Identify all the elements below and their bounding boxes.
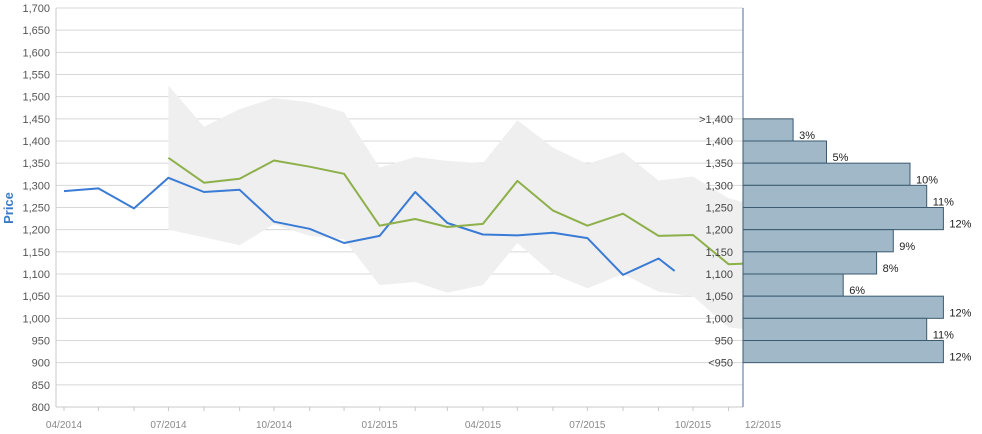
x-tick-label: 12/2015	[745, 420, 782, 431]
distribution-bin-label: 1,200	[705, 225, 733, 237]
distribution-bin-label: >1,400	[699, 114, 733, 126]
distribution-percent-label: 12%	[949, 307, 971, 319]
x-axis-ticks: 04/2014 07/2014 10/2014 01/2015 04/2015 07/20…	[46, 407, 782, 431]
x-tick-label: 07/2015	[569, 420, 606, 431]
distribution-bin-label: 1,300	[705, 180, 733, 192]
distribution-bin-label: 1,050	[705, 291, 733, 303]
distribution-bin-label: 1,150	[705, 247, 733, 259]
y-tick-label: 1,150	[22, 247, 50, 259]
distribution-bar	[742, 140, 827, 164]
distribution-percent-label: 11%	[933, 197, 954, 209]
distribution-bar	[742, 340, 944, 364]
x-tick-label: 10/2015	[675, 420, 712, 431]
y-tick-label: 850	[32, 380, 50, 392]
y-tick-label: 800	[32, 402, 50, 414]
distribution-bar	[742, 251, 878, 275]
y-tick-label: 1,550	[22, 70, 50, 82]
y-tick-label: 1,050	[22, 291, 50, 303]
y-tick-label: 900	[32, 358, 50, 370]
y-tick-label: 1,400	[22, 136, 50, 148]
distribution-bin-label: <950	[708, 358, 733, 370]
x-tick-label: 07/2014	[150, 420, 187, 431]
distribution-percent-label: 6%	[849, 285, 865, 297]
distribution-percent-label: 12%	[949, 352, 971, 364]
distribution-bar	[742, 295, 944, 319]
series-lines	[63, 156, 780, 276]
distribution-percent-label: 10%	[916, 174, 938, 186]
distribution-percent-label: 12%	[949, 219, 971, 231]
y-tick-label: 950	[32, 336, 50, 348]
forecast-range-band	[168, 85, 763, 332]
x-tick-label: 04/2014	[46, 420, 83, 431]
x-tick-label: 04/2015	[465, 420, 502, 431]
distribution-bar	[742, 273, 844, 297]
x-tick-label: 01/2015	[362, 420, 399, 431]
y-tick-label: 1,700	[22, 3, 50, 15]
y-axis-label: Price	[1, 192, 16, 224]
y-tick-label: 1,650	[22, 25, 50, 37]
distribution-percent-label: 3%	[799, 130, 815, 142]
forecast-price-line	[167, 156, 780, 266]
distribution-bin-label: 1,250	[705, 203, 733, 215]
distribution-percent-label: 5%	[833, 152, 849, 164]
y-tick-label: 1,500	[22, 92, 50, 104]
distribution-bin-label: 1,350	[705, 158, 733, 170]
y-tick-label: 1,450	[22, 114, 50, 126]
y-tick-label: 1,350	[22, 158, 50, 170]
y-axis-ticks: 1,700 1,650 1,600 1,550 1,500 1,450 1,400 1,350…	[22, 3, 50, 414]
y-tick-label: 1,000	[22, 313, 50, 325]
actual-price-line	[63, 176, 676, 276]
distribution-bar	[742, 162, 911, 186]
y-tick-label: 1,100	[22, 269, 50, 281]
y-tick-label: 1,300	[22, 180, 50, 192]
distribution-bar	[742, 118, 794, 142]
distribution-bin-label: 1,100	[705, 269, 733, 281]
distribution-bar	[742, 184, 928, 208]
distribution-bin-label: 1,000	[705, 313, 733, 325]
distribution-bar	[742, 229, 894, 253]
distribution-percent-label: 8%	[883, 263, 899, 275]
distribution-percent-label: 11%	[933, 330, 954, 342]
distribution-bin-label: 1,400	[705, 136, 733, 148]
forecast-band-area	[168, 85, 763, 332]
distribution-bar	[742, 207, 944, 231]
distribution-bin-label: 950	[715, 336, 733, 348]
distribution-bar	[742, 317, 928, 342]
y-tick-label: 1,600	[22, 47, 50, 59]
distribution-percent-label: 9%	[899, 241, 915, 253]
x-tick-label: 10/2014	[256, 420, 293, 431]
y-tick-label: 1,250	[22, 203, 50, 215]
y-tick-label: 1,200	[22, 225, 50, 237]
price-distribution-bars: 3% 5% 10% 11% 12% 9%8% 6% 12% 11% 12% >1,400 1,400 1…	[699, 114, 972, 370]
